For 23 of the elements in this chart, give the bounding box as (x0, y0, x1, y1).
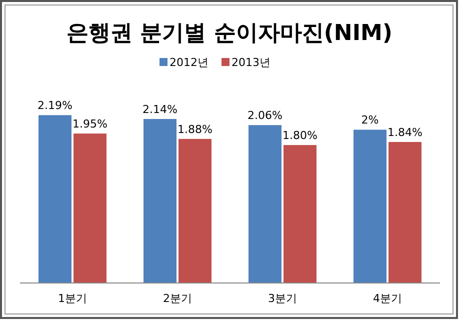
legend-label: 2012년 (170, 56, 208, 69)
bar (248, 125, 282, 283)
bar (144, 118, 176, 283)
data-label: 1.88% (178, 122, 212, 136)
data-label: 2.14% (142, 102, 178, 116)
data-label: 1.95% (72, 118, 108, 131)
data-label: 2% (361, 114, 379, 127)
bar (178, 138, 212, 283)
data-label: 1.80% (282, 129, 318, 142)
x-tick-label: 2분기 (163, 292, 192, 305)
x-tick-label: 3분기 (268, 292, 297, 305)
chart-title: 은행권 분기별 순이자마진(NIM) (66, 21, 392, 46)
bar (284, 145, 316, 283)
x-tick-label: 4분기 (373, 292, 402, 305)
bar (354, 130, 386, 283)
bar (388, 142, 422, 283)
data-label: 1.84% (388, 126, 422, 139)
legend-label: 2013년 (232, 56, 270, 69)
bar (38, 115, 72, 283)
x-tick-label: 1분기 (58, 292, 87, 305)
bar (74, 134, 106, 283)
data-label: 2.19% (38, 99, 72, 112)
data-label: 2.06% (248, 109, 282, 122)
